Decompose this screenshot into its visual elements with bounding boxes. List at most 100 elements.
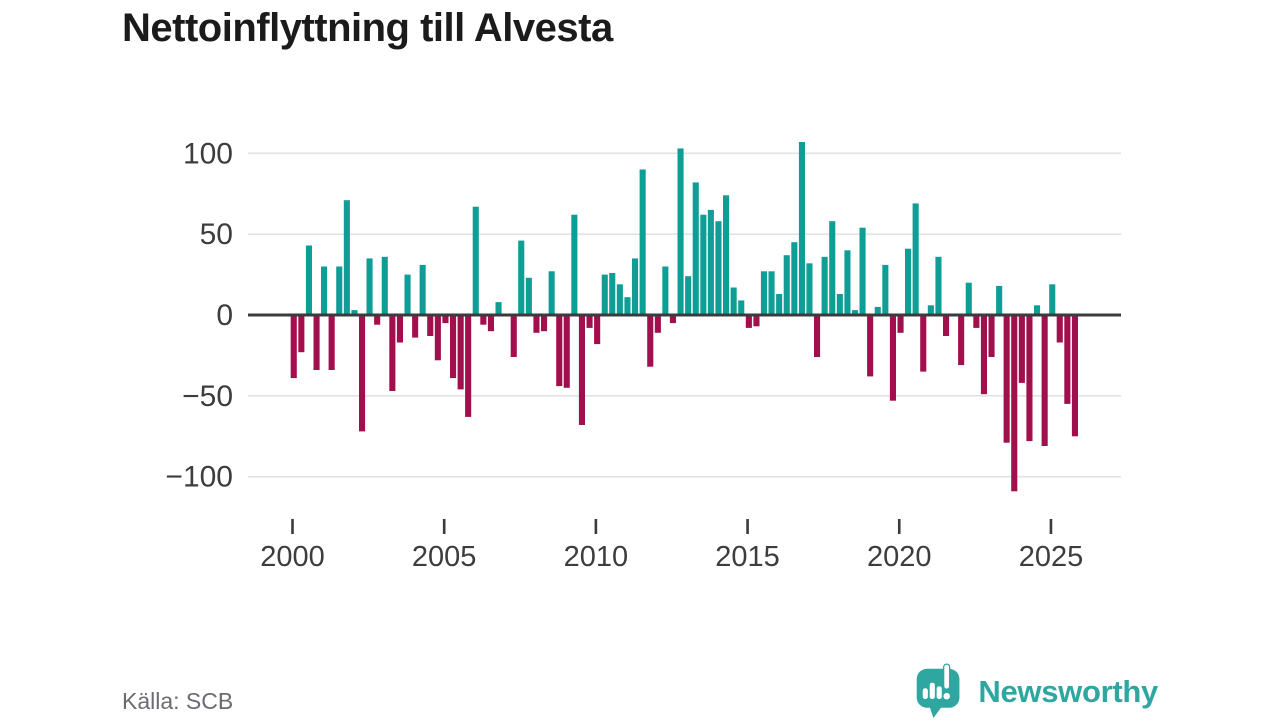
bar-2018-q1 [836, 294, 843, 315]
bar-2019-q3 [882, 264, 889, 315]
bar-2012-q2 [662, 266, 669, 315]
bar-2001-q1 [321, 266, 328, 315]
bar-2013-q1 [685, 276, 692, 315]
bar-2014-q4 [738, 300, 745, 315]
bar-2020-q1 [897, 315, 904, 333]
x-axis-label-2020: 2020 [867, 541, 932, 573]
bar-2017-q1 [806, 263, 813, 315]
bar-2019-q2 [874, 306, 881, 315]
bar-2000-q1 [290, 315, 297, 379]
x-axis-label-2010: 2010 [564, 541, 629, 573]
bar-2005-q1 [442, 315, 449, 324]
bar-2004-q1 [412, 315, 419, 338]
bar-2020-q2 [905, 248, 912, 315]
bar-2017-q3 [821, 256, 828, 315]
y-axis-label-100: 100 [183, 137, 233, 170]
bar-2010-q1 [594, 315, 601, 345]
bar-2008-q1 [533, 315, 540, 333]
bar-2018-q4 [859, 227, 866, 315]
bar-2010-q4 [616, 284, 623, 315]
y-axis-label-50: 50 [200, 218, 233, 251]
bar-2003-q1 [381, 256, 388, 315]
bar-2005-q3 [457, 315, 464, 390]
bar-2001-q3 [336, 266, 343, 315]
bar-2006-q1 [472, 206, 479, 315]
bar-2009-q1 [563, 315, 570, 388]
bar-2015-q3 [760, 271, 767, 315]
bar-2024-q2 [1026, 315, 1033, 442]
bar-2002-q4 [374, 315, 381, 325]
bar-2011-q4 [647, 315, 654, 367]
bar-2017-q2 [814, 315, 821, 357]
bar-2021-q1 [927, 305, 934, 315]
bar-2022-q3 [973, 315, 980, 328]
bar-2024-q1 [1018, 315, 1025, 383]
bar-2008-q4 [556, 315, 563, 387]
source-note: Källa: SCB [122, 688, 234, 714]
bar-2021-q3 [943, 315, 950, 336]
x-axis-label-2005: 2005 [412, 541, 477, 573]
bar-2021-q2 [935, 256, 942, 315]
bar-2022-q2 [965, 282, 972, 315]
newsworthy-logo: Newsworthy [913, 662, 1158, 722]
bar-2003-q2 [389, 315, 396, 391]
bar-2022-q1 [958, 315, 965, 366]
bar-2008-q3 [548, 271, 555, 315]
bar-2014-q2 [723, 195, 730, 315]
bar-2007-q2 [510, 315, 517, 357]
bar-2004-q2 [419, 264, 426, 315]
bar-2008-q2 [541, 315, 548, 332]
bar-2005-q4 [465, 315, 472, 417]
bar-2019-q4 [889, 315, 896, 401]
bar-2009-q2 [571, 214, 578, 315]
bar-2007-q3 [518, 240, 525, 315]
bar-2024-q3 [1034, 305, 1041, 315]
bar-2010-q2 [601, 274, 608, 315]
bar-2006-q4 [495, 302, 502, 315]
bar-2004-q4 [434, 315, 441, 361]
bar-2000-q4 [313, 315, 320, 370]
bar-2000-q3 [305, 245, 312, 315]
bar-2022-q4 [980, 315, 987, 395]
bar-2009-q4 [586, 315, 593, 328]
bar-2023-q2 [996, 285, 1003, 315]
newsworthy-wordmark: Newsworthy [978, 674, 1158, 709]
bar-2016-q3 [791, 242, 798, 315]
bar-2015-q2 [753, 315, 760, 327]
bar-2013-q2 [692, 182, 699, 315]
bar-2007-q4 [525, 277, 532, 315]
bar-2010-q3 [609, 273, 616, 315]
bar-2000-q2 [298, 315, 305, 353]
x-axis-label-2015: 2015 [715, 541, 780, 573]
bar-2023-q1 [988, 315, 995, 357]
bar-2002-q2 [359, 315, 366, 432]
bar-2002-q3 [366, 258, 373, 315]
bar-2019-q1 [867, 315, 874, 377]
bar-2011-q2 [632, 258, 639, 315]
bar-2011-q3 [639, 169, 646, 315]
bar-2015-q4 [768, 271, 775, 315]
bar-2016-q2 [783, 255, 790, 315]
bar-2018-q3 [852, 310, 859, 315]
bar-2012-q3 [669, 315, 676, 324]
bar-2014-q3 [730, 287, 737, 315]
bar-2005-q2 [450, 315, 457, 379]
chart-title: Nettoinflyttning till Alvesta [122, 6, 613, 50]
bar-2002-q1 [351, 310, 358, 315]
bar-2025-q4 [1071, 315, 1078, 437]
bar-2013-q3 [700, 214, 707, 315]
bar-2018-q2 [844, 250, 851, 315]
bar-2025-q3 [1064, 315, 1071, 404]
bar-2006-q3 [487, 315, 494, 332]
bar-2016-q4 [798, 142, 805, 315]
bar-2012-q1 [654, 315, 661, 333]
bar-2014-q1 [715, 221, 722, 315]
bar-2006-q2 [480, 315, 487, 325]
y-axis-label--100: −100 [165, 461, 233, 494]
x-axis-label-2000: 2000 [260, 541, 325, 573]
x-axis-label-2025: 2025 [1019, 541, 1084, 573]
y-axis-label--50: −50 [182, 380, 233, 413]
bar-2023-q4 [1011, 315, 1018, 492]
bar-2003-q4 [404, 274, 411, 315]
bar-2009-q3 [578, 315, 585, 425]
